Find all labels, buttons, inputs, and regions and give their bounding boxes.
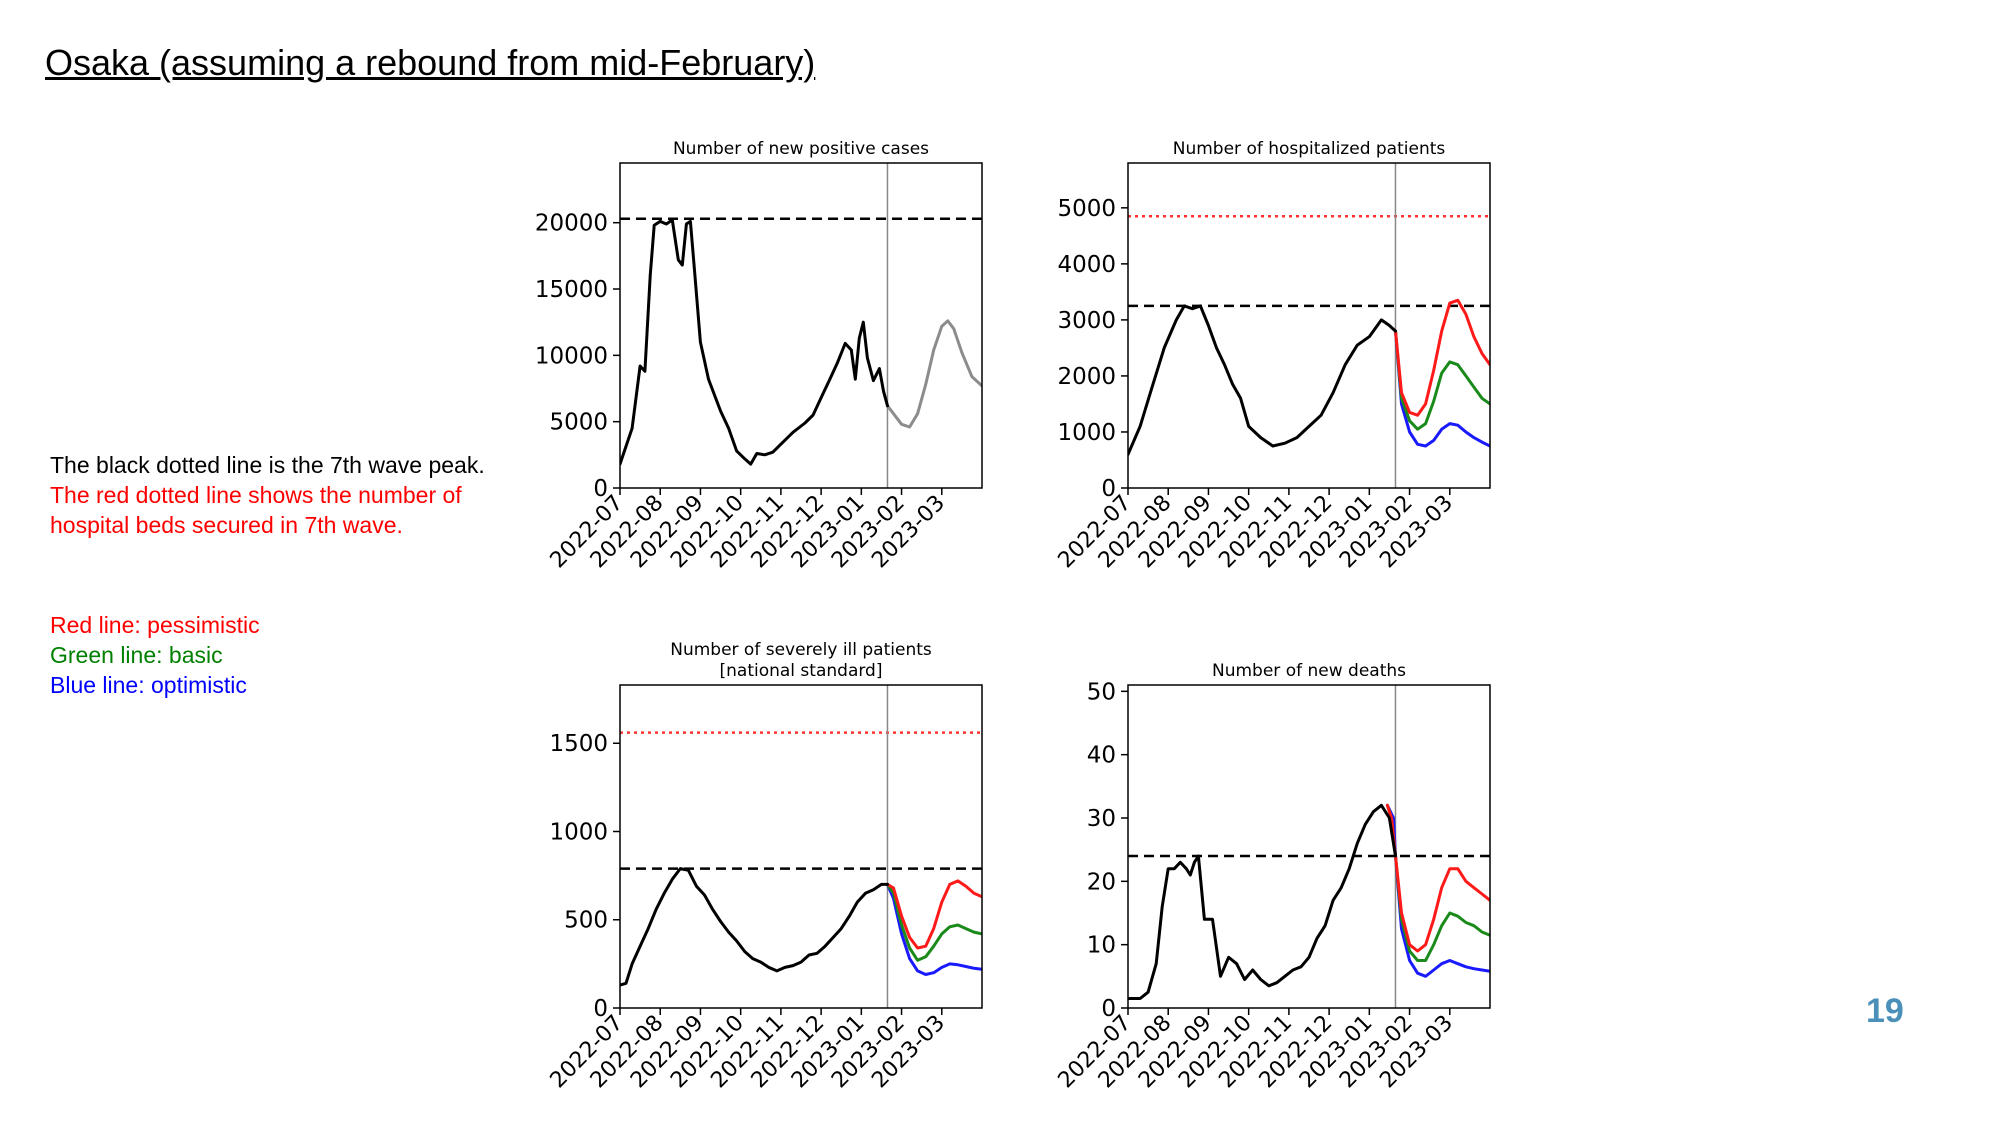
series-observed xyxy=(1128,803,1397,1000)
plot-area xyxy=(1128,163,1490,488)
series-basic xyxy=(886,882,982,962)
series-observed xyxy=(620,867,889,987)
series-pessimistic xyxy=(886,879,982,950)
note-peak-line: The black dotted line is the 7th wave pe… xyxy=(50,452,485,478)
y-tick-label: 3000 xyxy=(1057,308,1116,334)
chart-title: Number of hospitalized patients xyxy=(1173,139,1446,159)
y-tick-label: 2000 xyxy=(1057,364,1116,390)
legend-optimistic: Blue line: optimistic xyxy=(50,672,247,698)
chart-subtitle: [national standard] xyxy=(720,661,883,681)
plot-frame xyxy=(619,162,983,489)
y-tick-label: 0 xyxy=(1101,476,1116,502)
chart-title: Number of new positive cases xyxy=(673,139,929,159)
plot-area xyxy=(1128,685,1490,1008)
y-tick-label: 5000 xyxy=(1057,196,1116,222)
series-optimistic xyxy=(886,882,982,976)
series-basic xyxy=(1394,329,1490,431)
chart-title: Number of new deaths xyxy=(1212,661,1406,681)
plot-frame xyxy=(619,684,983,1009)
plot-frame xyxy=(1127,162,1491,489)
y-tick-label: 0 xyxy=(593,996,608,1022)
series-optimistic xyxy=(1385,803,1490,978)
y-tick-label: 0 xyxy=(593,476,608,502)
y-tick-label: 1000 xyxy=(549,819,608,845)
y-tick-label: 15000 xyxy=(535,277,608,303)
note-beds-line-1: The red dotted line shows the number of xyxy=(50,482,462,508)
y-tick-label: 5000 xyxy=(549,410,608,436)
plot-area xyxy=(620,163,982,488)
y-tick-label: 20 xyxy=(1087,869,1116,895)
y-tick-label: 20000 xyxy=(535,211,608,237)
y-tick-label: 30 xyxy=(1087,806,1116,832)
y-tick-label: 1000 xyxy=(1057,420,1116,446)
page-title: Osaka (assuming a rebound from mid-Febru… xyxy=(45,42,816,83)
y-tick-label: 0 xyxy=(1101,996,1116,1022)
y-tick-label: 40 xyxy=(1087,743,1116,769)
series-observed xyxy=(620,218,889,466)
y-tick-label: 500 xyxy=(564,908,608,934)
plot-frame xyxy=(1127,684,1491,1009)
y-tick-label: 1500 xyxy=(549,731,608,757)
plot-area xyxy=(620,685,982,1008)
chart-title: Number of severely ill patients xyxy=(670,640,932,660)
y-tick-label: 50 xyxy=(1087,679,1116,705)
note-beds-line-2: hospital beds secured in 7th wave. xyxy=(50,512,403,538)
y-tick-label: 4000 xyxy=(1057,252,1116,278)
y-tick-label: 10 xyxy=(1087,933,1116,959)
series-observed xyxy=(1128,304,1397,456)
page-number: 19 xyxy=(1866,992,1904,1030)
legend-basic: Green line: basic xyxy=(50,642,223,668)
series-optimistic xyxy=(1394,329,1490,448)
y-tick-label: 10000 xyxy=(535,343,608,369)
series-projection_gray xyxy=(886,319,982,429)
legend-pessimistic: Red line: pessimistic xyxy=(50,612,260,638)
series-pessimistic xyxy=(1385,803,1490,953)
series-pessimistic xyxy=(1394,298,1490,417)
